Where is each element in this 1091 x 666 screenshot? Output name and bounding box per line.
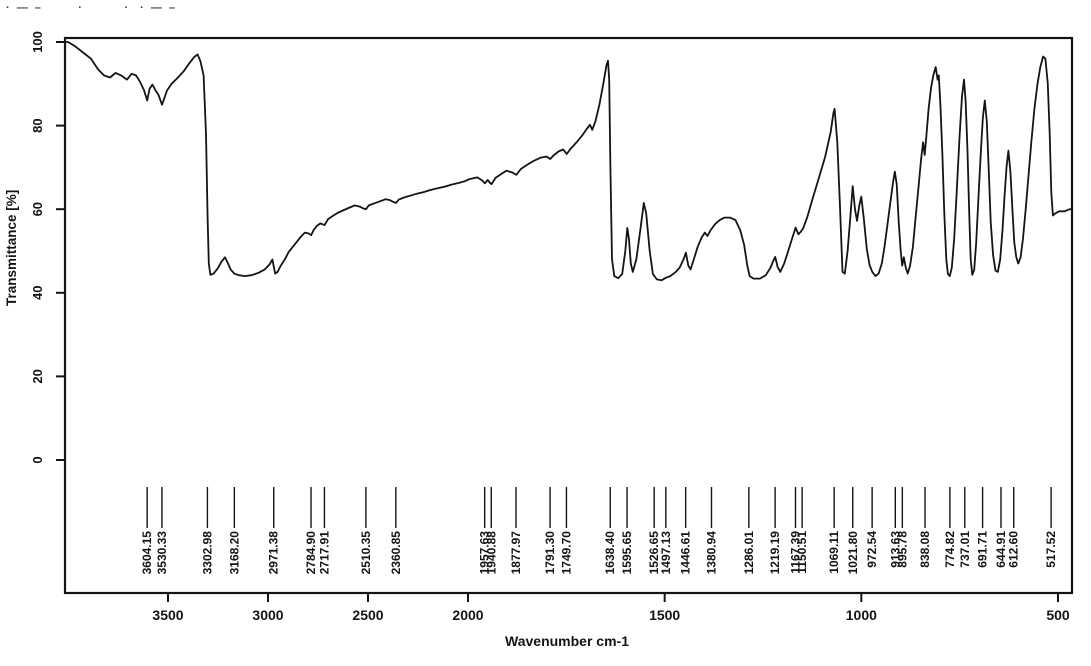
scan-artifact-marks: · — – · · · — – bbox=[6, 2, 178, 14]
x-tick-label: 3000 bbox=[252, 607, 283, 623]
peak-label: 913.63 bbox=[888, 531, 902, 568]
y-tick-label: 100 bbox=[30, 31, 45, 53]
peak-label: 644.91 bbox=[994, 531, 1008, 568]
peak-label: 1219.19 bbox=[768, 531, 782, 575]
peak-label: 1638.40 bbox=[603, 531, 617, 575]
peak-label: 1749.70 bbox=[559, 531, 573, 575]
plot-frame bbox=[63, 36, 1074, 595]
peak-label: 1497.13 bbox=[659, 531, 673, 575]
peak-label: 3168.20 bbox=[227, 531, 241, 575]
peak-label: 2510.35 bbox=[359, 531, 373, 575]
peak-label: 3302.98 bbox=[200, 531, 214, 575]
x-tick-label: 1000 bbox=[846, 607, 877, 623]
spectrum-curve bbox=[60, 41, 1073, 282]
y-tick-label: 60 bbox=[30, 202, 45, 216]
peak-label: 1595.65 bbox=[620, 531, 634, 575]
peak-label: 3604.15 bbox=[140, 531, 154, 575]
x-tick-label: 500 bbox=[1046, 607, 1070, 623]
peak-label: 2360.85 bbox=[389, 531, 403, 575]
peak-label: 612.60 bbox=[1007, 531, 1021, 568]
x-axis-title: Wavenumber cm-1 bbox=[505, 633, 629, 649]
peak-label: 1791.30 bbox=[543, 531, 557, 575]
peak-label: 1957.63 bbox=[478, 531, 492, 575]
peak-label: 2717.91 bbox=[317, 531, 331, 575]
peak-label: 3530.33 bbox=[155, 531, 169, 575]
x-tick-label: 2500 bbox=[352, 607, 383, 623]
peak-label: 517.52 bbox=[1044, 531, 1058, 568]
y-tick-label: 40 bbox=[30, 286, 45, 300]
y-tick-label: 20 bbox=[30, 369, 45, 383]
peak-label: 2971.38 bbox=[267, 531, 281, 575]
peak-label: 1526.65 bbox=[647, 531, 661, 575]
y-axis-title: Transmittance [%] bbox=[4, 189, 19, 307]
peak-label: 691.71 bbox=[976, 531, 990, 568]
peak-label: 1940.88 bbox=[484, 531, 498, 575]
peak-label: 737.01 bbox=[958, 531, 972, 568]
peak-label: 1069.11 bbox=[827, 531, 841, 574]
peak-label: 774.82 bbox=[943, 531, 957, 568]
peak-label: 1446.61 bbox=[679, 531, 693, 575]
peak-label: 895.78 bbox=[895, 531, 909, 568]
y-tick-label: 80 bbox=[30, 118, 45, 132]
y-tick-label: 0 bbox=[30, 456, 45, 463]
x-tick-label: 2000 bbox=[452, 607, 483, 623]
peak-label: 1150.51 bbox=[795, 531, 809, 574]
peak-label: 972.54 bbox=[865, 531, 879, 568]
peak-label: 1877.97 bbox=[509, 531, 523, 575]
peak-label: 1286.01 bbox=[742, 531, 756, 575]
peak-label: 1380.94 bbox=[704, 531, 718, 575]
x-tick-label: 3500 bbox=[152, 607, 183, 623]
peak-label: 1021.80 bbox=[846, 531, 860, 575]
peak-label: 2784.90 bbox=[304, 531, 318, 575]
x-tick-label: 1500 bbox=[649, 607, 680, 623]
peak-label: 1167.39 bbox=[788, 531, 802, 574]
peak-label: 838.08 bbox=[918, 531, 932, 568]
